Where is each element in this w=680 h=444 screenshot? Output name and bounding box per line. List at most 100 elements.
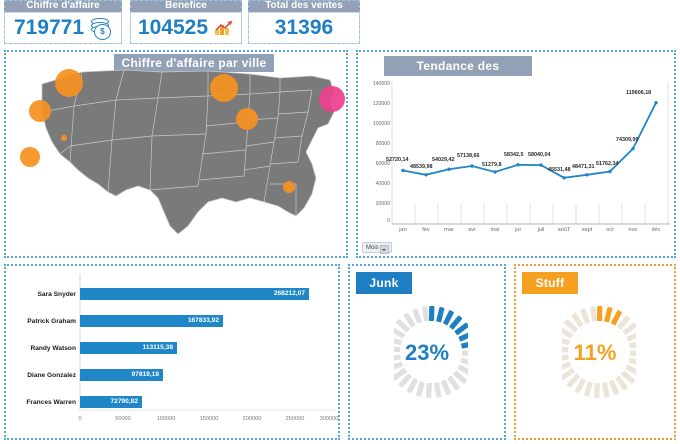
bar-x-tick-50000: 50000 [115, 416, 131, 422]
bar-value-sara: 268212,07 [273, 290, 305, 297]
x-tick-jui: jui [515, 227, 521, 233]
junk-gauge-panel: Junk [348, 264, 506, 440]
salesperson-panel: Sara Snyder 268212,07 Patrick Graham 167… [4, 264, 340, 440]
y-tick-0: 0 [387, 218, 390, 224]
line-chart-plot [391, 82, 670, 225]
bar-sara[interactable] [80, 288, 309, 300]
bar-value-randy: 113115,38 [142, 344, 173, 351]
y-tick-20000: 20000 [375, 201, 390, 207]
bar-label-randy: Randy Watson [30, 345, 76, 352]
bar-frances[interactable] [80, 396, 142, 408]
map-bubble-las-vegas[interactable] [61, 135, 67, 141]
map-bubble-minneapolis[interactable] [210, 74, 238, 102]
map-bubble-san-francisco[interactable] [29, 100, 51, 122]
money-coins-icon: $ [90, 18, 112, 40]
kpi-title-total-sales: Total des ventes [248, 0, 360, 12]
us-map[interactable] [12, 66, 345, 242]
bar-chart[interactable]: Sara Snyder 268212,07 Patrick Graham 167… [6, 266, 338, 438]
map-bubble-seattle[interactable] [55, 69, 83, 97]
month-slicer-label: Mois [366, 244, 379, 251]
kpi-body-revenue: 719771 $ [4, 12, 122, 44]
bar-label-diane: Diane Gonzalez [27, 372, 76, 379]
stuff-gauge-value: 11% [573, 340, 617, 365]
junk-donut-gauge[interactable] [394, 300, 468, 404]
trend-arrow-icon [216, 21, 233, 31]
trend-panel-title-text: Tendance des [416, 59, 500, 73]
x-tick-jan: jan [399, 227, 407, 233]
kpi-body-total-sales: 31396 [248, 12, 360, 44]
kpi-row: Chiffre d'affaire 719771 $ Benefice 1045… [0, 0, 680, 44]
bar-patrick[interactable] [80, 315, 223, 327]
y-tick-60000: 60000 [375, 161, 390, 167]
kpi-card-total-sales[interactable]: Total des ventes 31396 [248, 0, 360, 44]
bar-x-tick-200000: 200000 [242, 416, 262, 422]
bar-x-tick-250000: 250000 [285, 416, 305, 422]
bar-value-patrick: 167833,92 [187, 317, 219, 324]
stuff-donut-gauge[interactable] [562, 300, 636, 404]
bar-x-tick-0: 0 [78, 416, 82, 422]
month-slicer-dropdown[interactable]: Mois [362, 242, 392, 254]
trend-panel-title: Tendance des [384, 56, 532, 76]
bar-label-frances: Frances Warren [26, 399, 76, 406]
x-tick-nov: nov [628, 227, 638, 233]
data-label-jan: 52720,14 [386, 157, 409, 163]
kpi-title-profit: Benefice [130, 0, 242, 12]
x-tick-juil: juil [537, 227, 545, 233]
bar-label-patrick: Patrick Graham [27, 318, 76, 325]
map-bubble-new-york[interactable] [319, 86, 345, 112]
x-tick-fev: fév [422, 227, 430, 233]
data-label-fev: 48539,98 [410, 164, 433, 170]
data-label-dec: 119606,18 [626, 90, 652, 96]
y-tick-80000: 80000 [375, 141, 390, 147]
map-bubble-los-angeles[interactable] [20, 147, 40, 167]
bar-chart-icon [214, 20, 234, 36]
bar-x-tick-150000: 150000 [199, 416, 219, 422]
data-label-nov: 74309,99 [616, 137, 639, 143]
stuff-gauge-panel: Stuff [514, 264, 676, 440]
x-tick-sept: sept [581, 227, 593, 233]
data-label-mar: 54029,42 [432, 157, 455, 163]
bar-randy[interactable] [80, 342, 177, 354]
junk-gauge-title: Junk [356, 272, 412, 294]
stuff-gauge-title-text: Stuff [535, 276, 565, 290]
kpi-title-revenue: Chiffre d'affaire [4, 0, 122, 12]
trend-panel: Tendance des 140000 120000 100000 80000 … [356, 50, 676, 258]
map-bubble-miami[interactable] [283, 181, 295, 193]
bar-x-tick-100000: 100000 [156, 416, 176, 422]
junk-gauge-title-text: Junk [369, 276, 399, 290]
x-tick-mar: mar [444, 227, 454, 233]
kpi-value-profit: 104525 [137, 16, 209, 39]
y-tick-120000: 120000 [372, 101, 390, 107]
y-tick-40000: 40000 [375, 181, 390, 187]
x-tick-oct: oct [606, 227, 614, 233]
x-tick-dec: déc [651, 227, 661, 233]
data-label-jui: 58342,5 [504, 152, 524, 158]
map-panel: Chiffre d'affaire par ville [4, 50, 348, 258]
bar-x-tick-300000: 300000 [319, 416, 339, 422]
map-bubble-chicago[interactable] [236, 108, 258, 130]
data-label-aout: 45531,48 [548, 167, 571, 173]
data-label-mai: 51279,8 [482, 162, 502, 168]
data-label-oct: 51762,34 [596, 161, 619, 167]
data-label-avr: 57138,66 [457, 153, 480, 159]
map-panel-title-text: Chiffre d'affaire par ville [121, 56, 267, 70]
kpi-card-profit[interactable]: Benefice 104525 [130, 0, 242, 44]
bar-diane[interactable] [80, 369, 163, 381]
y-tick-100000: 100000 [372, 121, 390, 127]
us-map-shape [41, 69, 335, 235]
bar-value-frances: 72790,82 [110, 398, 138, 405]
kpi-body-profit: 104525 [130, 12, 242, 44]
kpi-card-revenue[interactable]: Chiffre d'affaire 719771 $ [4, 0, 122, 44]
chevron-down-icon[interactable] [380, 245, 389, 254]
y-tick-140000: 140000 [372, 81, 390, 87]
line-chart[interactable]: 140000 120000 100000 80000 60000 40000 2… [358, 52, 674, 256]
bar-label-sara: Sara Snyder [37, 291, 76, 298]
x-tick-aout: aoûT [557, 227, 571, 233]
x-tick-mai: mai [490, 227, 500, 233]
stuff-gauge-title: Stuff [522, 272, 578, 294]
bar-value-diane: 97819,18 [131, 371, 159, 378]
x-tick-avr: avr [468, 227, 476, 233]
map-panel-title: Chiffre d'affaire par ville [114, 54, 274, 72]
junk-gauge-value: 23% [404, 340, 450, 365]
